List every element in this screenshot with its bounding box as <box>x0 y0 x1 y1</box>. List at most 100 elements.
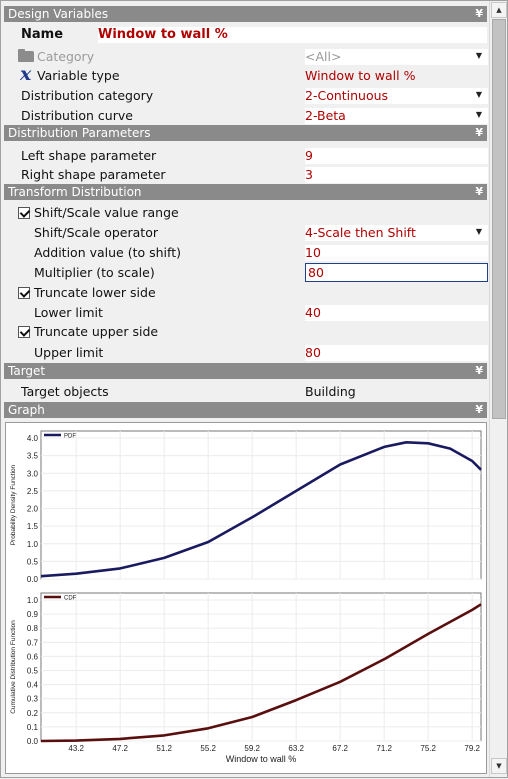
upper-limit-label: Upper limit <box>34 345 104 360</box>
truncate-lower-checkbox[interactable] <box>18 287 30 299</box>
cdf-ylabel: Cumulative Distribution Function <box>10 620 17 714</box>
truncate-upper-row: Truncate upper side <box>4 321 487 341</box>
dropdown-arrow-icon[interactable]: ▼ <box>475 227 482 236</box>
distribution-curve-label: Distribution curve <box>21 108 133 123</box>
right-shape-label: Right shape parameter <box>21 167 166 182</box>
property-grid: Design Variables ¥ Name Window to wall %… <box>1 1 490 779</box>
multiplier-label: Multiplier (to scale) <box>34 265 155 280</box>
graph-panel: 0.0 0.5 1.0 1.5 2.0 2.5 3.0 3.5 4.0 Probability D… <box>5 422 487 774</box>
cdf-ytick-label: 0.3 <box>27 695 39 704</box>
scrollbar-thumb[interactable] <box>492 19 506 419</box>
pdf-ytick-label: 0.0 <box>27 575 39 584</box>
target-objects-value[interactable]: Building <box>305 384 356 399</box>
section-title: Target <box>8 364 46 378</box>
dropdown-arrow-icon[interactable]: ▼ <box>475 51 482 60</box>
xtick-label: 43.2 <box>68 744 84 753</box>
variable-type-row: x Variable type Window to wall % <box>4 63 487 85</box>
truncate-upper-toggle[interactable]: Truncate upper side <box>18 324 158 339</box>
truncate-upper-label: Truncate upper side <box>34 324 159 339</box>
section-design-variables[interactable]: Design Variables ¥ <box>4 6 487 22</box>
right-shape-row: Right shape parameter 3 <box>4 164 488 184</box>
multiplier-field[interactable]: 80 <box>305 263 488 282</box>
cdf-ytick-label: 0.2 <box>27 709 39 718</box>
target-objects-label: Target objects <box>21 384 109 399</box>
vertical-scrollbar[interactable]: ▲ ▼ <box>489 1 507 777</box>
scroll-down-arrow-icon[interactable]: ▼ <box>491 758 507 774</box>
collapse-chevron-icon[interactable]: ¥ <box>475 364 483 377</box>
name-field[interactable]: Window to wall % <box>98 27 487 43</box>
operator-row: Shift/Scale operator 4-Scale then Shift … <box>4 222 488 242</box>
cdf-ytick-label: 1.0 <box>27 596 39 605</box>
pdf-ylabel: Probability Density Function <box>10 464 17 545</box>
pdf-ytick-label: 2.5 <box>27 487 39 496</box>
cdf-plot-area <box>40 592 482 742</box>
section-title: Transform Distribution <box>8 185 142 199</box>
cdf-ytick-label: 0.5 <box>27 667 39 676</box>
category-row: Category <All> ▼ <box>4 46 488 66</box>
right-shape-field[interactable]: 3 <box>305 167 488 183</box>
variable-x-icon: x <box>20 63 32 85</box>
truncate-upper-checkbox[interactable] <box>18 326 30 338</box>
scroll-up-arrow-icon[interactable]: ▲ <box>491 2 507 18</box>
xtick-label: 79.2 <box>464 744 480 753</box>
distribution-curve-select[interactable]: 2-Beta ▼ <box>305 108 488 124</box>
pdf-ytick-label: 4.0 <box>27 434 39 443</box>
pdf-ytick-label: 0.5 <box>27 557 39 566</box>
distribution-category-select[interactable]: 2-Continuous ▼ <box>305 88 488 104</box>
cdf-legend-label: CDF <box>64 596 77 602</box>
section-graph[interactable]: Graph ¥ <box>4 402 487 418</box>
name-row: Name Window to wall % <box>4 24 487 44</box>
shift-scale-toggle[interactable]: Shift/Scale value range <box>18 205 179 220</box>
pdf-ytick-label: 3.5 <box>27 452 39 461</box>
cdf-ytick-label: 0.6 <box>27 652 39 661</box>
distribution-curve-value: 2-Beta <box>305 108 346 123</box>
target-objects-row: Target objects Building <box>4 381 487 401</box>
section-target[interactable]: Target ¥ <box>4 363 487 379</box>
pdf-legend-label: PDF <box>64 434 76 440</box>
collapse-chevron-icon[interactable]: ¥ <box>475 126 483 139</box>
addition-field[interactable]: 10 <box>305 245 488 261</box>
lower-limit-field[interactable]: 40 <box>305 305 488 321</box>
dropdown-arrow-icon[interactable]: ▼ <box>475 90 482 99</box>
xtick-label: 55.2 <box>200 744 216 753</box>
section-title: Distribution Parameters <box>8 126 151 140</box>
xtick-label: 51.2 <box>156 744 172 753</box>
dropdown-arrow-icon[interactable]: ▼ <box>475 110 482 119</box>
cdf-ytick-label: 0.9 <box>27 610 39 619</box>
collapse-chevron-icon[interactable]: ¥ <box>475 403 483 416</box>
cdf-ytick-label: 0.8 <box>27 624 39 633</box>
distribution-category-value: 2-Continuous <box>305 88 389 103</box>
section-distribution-parameters[interactable]: Distribution Parameters ¥ <box>4 125 487 141</box>
left-shape-field[interactable]: 9 <box>305 148 488 164</box>
variable-type-value[interactable]: Window to wall % <box>305 68 416 83</box>
pdf-series-line <box>40 440 482 578</box>
distribution-curve-row: Distribution curve 2-Beta ▼ <box>4 105 488 125</box>
upper-limit-row: Upper limit 80 <box>4 342 488 362</box>
upper-limit-field[interactable]: 80 <box>305 345 488 361</box>
operator-label: Shift/Scale operator <box>34 225 158 240</box>
category-select[interactable]: <All> ▼ <box>305 49 488 65</box>
shift-scale-row: Shift/Scale value range <box>4 202 487 222</box>
truncate-lower-row: Truncate lower side <box>4 282 487 302</box>
xtick-label: 71.2 <box>376 744 392 753</box>
cdf-ytick-label: 0.7 <box>27 638 39 647</box>
shift-scale-checkbox[interactable] <box>18 207 30 219</box>
section-transform-distribution[interactable]: Transform Distribution ¥ <box>4 184 487 200</box>
section-title: Design Variables <box>8 7 109 21</box>
xlabel: Window to wall % <box>226 754 297 764</box>
pdf-ytick-label: 1.5 <box>27 522 39 531</box>
truncate-lower-toggle[interactable]: Truncate lower side <box>18 285 156 300</box>
operator-select[interactable]: 4-Scale then Shift ▼ <box>305 225 488 241</box>
cdf-ytick-label: 0.1 <box>27 723 39 732</box>
left-shape-label: Left shape parameter <box>21 148 157 163</box>
xtick-label: 75.2 <box>420 744 436 753</box>
category-selected-value: <All> <box>305 49 342 64</box>
collapse-chevron-icon[interactable]: ¥ <box>475 185 483 198</box>
name-label: Name <box>21 27 64 42</box>
folder-icon <box>18 51 34 62</box>
pdf-ytick-label: 1.0 <box>27 540 39 549</box>
distribution-category-row: Distribution category 2-Continuous ▼ <box>4 85 488 105</box>
distribution-charts: 0.0 0.5 1.0 1.5 2.0 2.5 3.0 3.5 4.0 Probability D… <box>10 430 482 764</box>
pdf-ytick-label: 3.0 <box>27 469 39 478</box>
collapse-chevron-icon[interactable]: ¥ <box>475 7 483 20</box>
